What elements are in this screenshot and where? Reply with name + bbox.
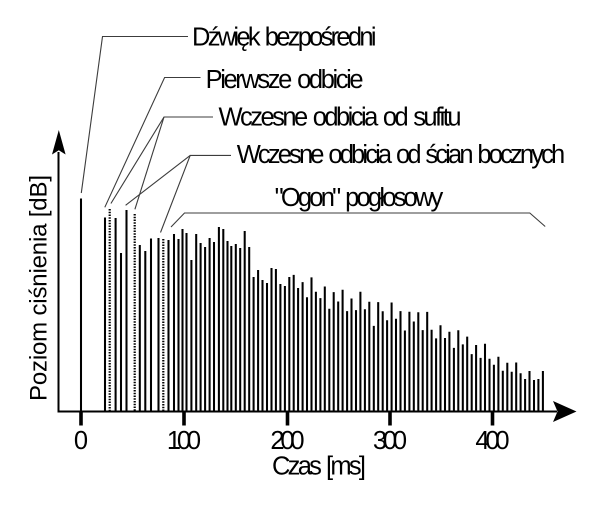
svg-text:100: 100 — [167, 427, 201, 455]
svg-text:Wczesne odbicia od sufitu: Wczesne odbicia od sufitu — [219, 104, 462, 132]
svg-text:200: 200 — [270, 427, 304, 455]
svg-text:Poziom ciśnienia [dB]: Poziom ciśnienia [dB] — [26, 175, 53, 401]
svg-text:400: 400 — [475, 427, 509, 455]
svg-text:Dźwięk bezpośredni: Dźwięk bezpośredni — [192, 23, 377, 51]
svg-text:Wczesne odbicia od ścian boczn: Wczesne odbicia od ścian bocznych — [237, 141, 566, 169]
svg-text:Czas [ms]: Czas [ms] — [272, 453, 366, 481]
svg-text:0: 0 — [74, 427, 88, 455]
svg-text:"Ogon" pogłosowy: "Ogon" pogłosowy — [275, 184, 444, 212]
svg-text:300: 300 — [373, 427, 407, 455]
svg-text:Pierwsze odbicie: Pierwsze odbicie — [206, 66, 364, 94]
